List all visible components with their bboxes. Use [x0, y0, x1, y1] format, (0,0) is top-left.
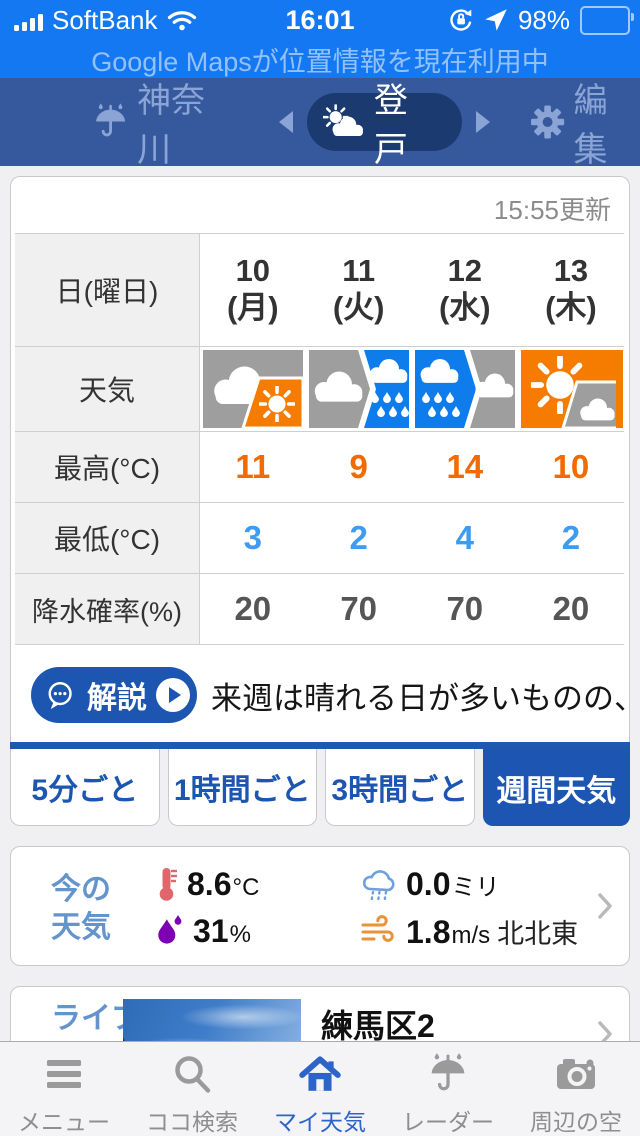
- tab-1hour[interactable]: 1時間ごと: [167, 749, 317, 826]
- wind-direction: 北北東: [497, 918, 579, 949]
- forecast-tabs: 5分ごと 1時間ごと 3時間ごと 週間天気: [10, 749, 630, 826]
- search-icon: [172, 1050, 212, 1098]
- status-area: SoftBank 16:01 98%: [0, 0, 640, 78]
- current-weather-card[interactable]: 今の 天気 8.6°C: [10, 846, 630, 966]
- menu-icon: [44, 1050, 84, 1098]
- droplet-icon: [158, 915, 182, 944]
- live-camera-location: 練馬区2: [321, 1008, 435, 1044]
- tabbar-item-radar[interactable]: レーダー: [384, 1042, 512, 1136]
- row-label-high: 最高(°C): [15, 431, 200, 503]
- weather-icon-cloudy-then-rain: [309, 350, 409, 428]
- edit-label: 編集: [573, 82, 608, 169]
- location-arrow-icon: [485, 9, 507, 31]
- status-bar: SoftBank 16:01 98%: [0, 0, 640, 40]
- location-usage-banner[interactable]: Google Mapsが位置情報を現在利用中: [91, 46, 549, 77]
- row-label-weather: 天気: [15, 346, 200, 432]
- low-temp-row: 最低(°C) 3 2 4 2: [15, 502, 624, 574]
- bottom-tab-bar: メニュー ココ検索 マイ天気: [0, 1041, 640, 1136]
- carrier-label: SoftBank: [52, 4, 158, 35]
- commentary-label: 解説: [87, 682, 147, 715]
- tabbar-item-menu[interactable]: メニュー: [0, 1042, 128, 1136]
- current-weather-title: 今の 天気: [51, 873, 111, 944]
- high-temp-row: 最高(°C) 11 9 14 10: [15, 431, 624, 503]
- home-icon: [299, 1050, 341, 1098]
- humidity-metric: 31%: [156, 908, 361, 954]
- tabbar-item-search[interactable]: ココ検索: [128, 1042, 256, 1136]
- gear-icon: [531, 105, 565, 139]
- umbrella-icon: [427, 1050, 469, 1098]
- next-location-chevron[interactable]: [476, 111, 491, 133]
- clock: 16:01: [285, 4, 355, 35]
- next-day-icon-sliver: [616, 350, 623, 428]
- sun-cloud-icon: [322, 104, 363, 136]
- battery-icon: [580, 5, 634, 35]
- prev-location-chevron[interactable]: [278, 111, 293, 133]
- row-label-precip: 降水確率(%): [15, 573, 200, 645]
- rainfall-value: 0.0: [406, 865, 451, 902]
- temperature-value: 8.6: [187, 865, 232, 902]
- thermometer-icon: [159, 868, 177, 901]
- forecast-table: 日(曜日) 10 (月) 11 (火) 12 (水) 13 (木) 天気: [15, 233, 624, 645]
- wind-icon: [361, 915, 394, 942]
- speech-bubble-icon: [48, 681, 72, 709]
- weather-icon-sunny-then-cloudy: [521, 350, 621, 428]
- updated-timestamp: 15:55更新: [493, 195, 611, 225]
- play-icon: [156, 678, 190, 712]
- prefecture-label: 神奈川: [137, 82, 206, 169]
- nav-prefecture[interactable]: 神奈川: [92, 73, 237, 171]
- rotation-lock-icon: [450, 9, 472, 31]
- tab-accent-bar: [10, 742, 630, 749]
- rainfall-metric: 0.0ミリ: [361, 861, 621, 907]
- camera-icon: [555, 1050, 597, 1098]
- tab-3hour[interactable]: 3時間ごと: [325, 749, 475, 826]
- weekly-forecast-card: 15:55更新 日(曜日) 10 (月) 11 (火) 12 (水) 13 (木) 天気: [10, 176, 630, 742]
- location-nav-bar: 神奈川 登戸: [0, 78, 640, 169]
- wind-value: 1.8: [406, 913, 451, 950]
- current-location-label: 登戸: [373, 82, 408, 169]
- chevron-right-icon[interactable]: [597, 892, 613, 920]
- rain-cloud-icon: [362, 870, 395, 900]
- commentary-text[interactable]: 来週は晴れる日が多いものの、…: [211, 680, 629, 716]
- commentary-row: 解説 来週は晴れる日が多いものの、…: [31, 667, 629, 723]
- row-label-low: 最低(°C): [15, 502, 200, 574]
- tabbar-item-myweather[interactable]: マイ天気: [256, 1042, 384, 1136]
- nav-edit[interactable]: 編集: [530, 73, 640, 171]
- signal-strength-icon: [14, 9, 43, 31]
- weather-icon-rain-then-cloudy: [415, 350, 515, 428]
- umbrella-icon: [92, 103, 129, 141]
- weather-icon-row: 天気: [15, 346, 624, 432]
- current-location-pill[interactable]: 登戸: [306, 82, 463, 169]
- commentary-button[interactable]: 解説: [31, 667, 197, 723]
- humidity-value: 31: [193, 912, 229, 949]
- tabbar-item-sky[interactable]: 周辺の空: [512, 1042, 640, 1136]
- precip-row: 降水確率(%) 20 70 70 20: [15, 573, 624, 645]
- temperature-metric: 8.6°C: [156, 861, 361, 907]
- battery-percent: 98%: [517, 4, 570, 35]
- tab-weekly[interactable]: 週間天気: [482, 749, 630, 826]
- weather-icon-cloudy-then-sunny: [203, 350, 303, 428]
- row-label-day: 日(曜日): [15, 233, 200, 347]
- wind-metric: 1.8m/s 北北東: [361, 908, 621, 954]
- date-row: 日(曜日) 10 (月) 11 (火) 12 (水) 13 (木): [15, 233, 624, 347]
- tab-5min[interactable]: 5分ごと: [10, 749, 160, 826]
- wifi-icon: [167, 11, 196, 31]
